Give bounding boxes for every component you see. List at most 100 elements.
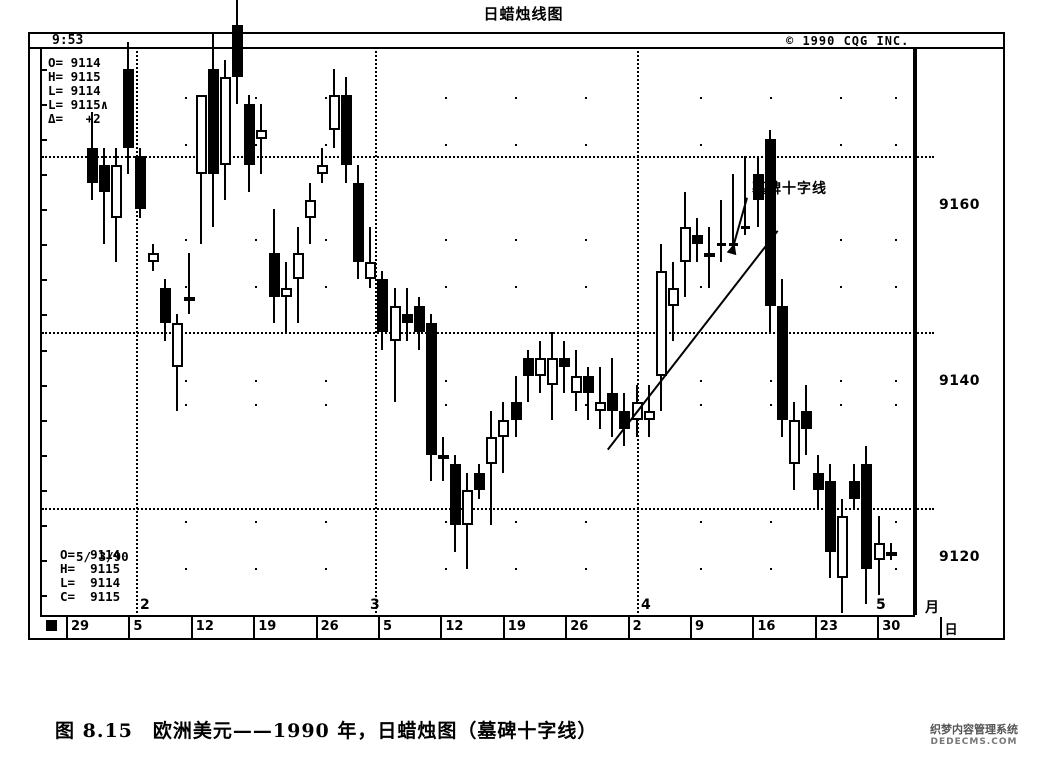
grid-dot: [445, 380, 447, 382]
price-tick: [40, 419, 47, 422]
candle-body-hollow: [111, 165, 123, 218]
grid-dot: [840, 404, 842, 406]
grid-dot: [445, 404, 447, 406]
grid-dot: [895, 404, 897, 406]
candle-body-filled: [619, 411, 631, 429]
annotation-label: 墓碑十字线: [752, 181, 827, 197]
candle-body-filled: [123, 68, 135, 148]
candle-body-filled: [583, 375, 595, 394]
grid-dot: [700, 404, 702, 406]
candle-body-doji: [729, 243, 739, 247]
grid-dot: [895, 568, 897, 570]
price-tick: [40, 209, 47, 212]
candle-body-hollow: [389, 305, 401, 341]
date-axis-tick-label: 26: [570, 619, 589, 634]
grid-dot: [770, 404, 772, 406]
grid-dot: [255, 380, 257, 382]
date-axis-day-unit: 日: [939, 617, 958, 638]
candle-body-filled: [558, 358, 570, 368]
clock-time: 9:53: [52, 33, 84, 48]
day-unit-label: 日: [944, 623, 958, 638]
grid-dot: [185, 568, 187, 570]
month-label: 4: [641, 597, 651, 613]
candle-wick: [187, 252, 190, 315]
grid-dot: [515, 239, 517, 241]
grid-dot: [700, 286, 702, 288]
candle-wick: [490, 411, 493, 526]
candle-wick: [103, 147, 106, 245]
date-axis-tick-label: 2: [632, 619, 642, 634]
date-axis-tick-label: 5: [383, 619, 393, 634]
candle-wick: [526, 349, 529, 403]
candle-body-doji: [717, 243, 727, 247]
grid-dot: [325, 97, 327, 99]
candle-body-filled: [99, 165, 111, 192]
grid-dot: [700, 97, 702, 99]
candle-wick: [260, 103, 263, 174]
candle-body-filled: [425, 323, 437, 455]
date-axis-tick: 16: [752, 617, 814, 638]
candle-body-hollow: [546, 358, 558, 385]
grid-dot: [585, 521, 587, 523]
date-axis-tick-label: 5: [133, 619, 143, 634]
grid-dot: [585, 568, 587, 570]
grid-dot: [700, 568, 702, 570]
candle-body-filled: [522, 358, 534, 376]
grid-dot: [185, 380, 187, 382]
candle-body-filled: [413, 305, 425, 332]
candle-body-hollow: [595, 402, 607, 412]
grid-dot: [895, 144, 897, 146]
grid-dot: [325, 568, 327, 570]
grid-dot: [585, 97, 587, 99]
date-axis-tick-label: 19: [507, 619, 526, 634]
month-gridline: [375, 51, 377, 613]
candle-body-filled: [401, 314, 413, 324]
candle-body-filled: [607, 393, 619, 412]
candle-body-hollow: [195, 94, 207, 174]
candle-body-filled: [232, 24, 244, 78]
candle-body-hollow: [498, 419, 510, 438]
candle-wick: [284, 261, 287, 332]
grid-dot: [895, 380, 897, 382]
figure-caption: 图 8.15 欧洲美元——1990 年，日蜡烛图（墓碑十字线）: [55, 720, 598, 742]
candle-body-hollow: [704, 252, 716, 257]
candle-wick: [599, 367, 602, 429]
grid-dot: [700, 144, 702, 146]
price-tick: [40, 103, 47, 106]
candle-body-filled: [244, 103, 256, 166]
price-gridline: [42, 156, 934, 159]
candle-body-filled: [800, 411, 812, 429]
grid-dot: [700, 521, 702, 523]
candle-body-hollow: [183, 296, 195, 301]
candle-body-hollow: [534, 358, 546, 376]
grid-dot: [770, 568, 772, 570]
date-axis-tick: 19: [502, 617, 565, 638]
candle-body-hollow: [292, 252, 304, 280]
page-title: 日蜡烛线图: [483, 5, 564, 23]
candle-body-hollow: [655, 270, 667, 376]
price-tick: [40, 138, 47, 141]
candle-body-filled: [159, 288, 171, 324]
candle-body-hollow: [147, 252, 159, 262]
grid-dot: [585, 404, 587, 406]
price-tick: [40, 384, 47, 387]
candle-body-filled: [87, 147, 98, 183]
date-axis-tick: 26: [315, 617, 378, 638]
grid-dot: [255, 404, 257, 406]
price-tick: [40, 525, 47, 528]
date-axis-tick: 19: [253, 617, 315, 638]
price-axis-label: 9160: [939, 197, 980, 214]
grid-dot: [515, 521, 517, 523]
grid-dot: [840, 380, 842, 382]
candle-body-hollow: [486, 437, 498, 464]
candle-body-hollow: [667, 288, 679, 306]
candle-body-filled: [752, 173, 764, 201]
candle-wick: [369, 226, 372, 289]
candle-body-filled: [764, 138, 776, 306]
grid-dot: [325, 404, 327, 406]
watermark-cn: 织梦内容管理系统: [930, 723, 1018, 736]
candle-body-filled: [849, 481, 861, 499]
candle-body-filled: [353, 182, 365, 262]
date-axis-tick-label: 19: [258, 619, 277, 634]
candle-wick: [587, 367, 590, 420]
